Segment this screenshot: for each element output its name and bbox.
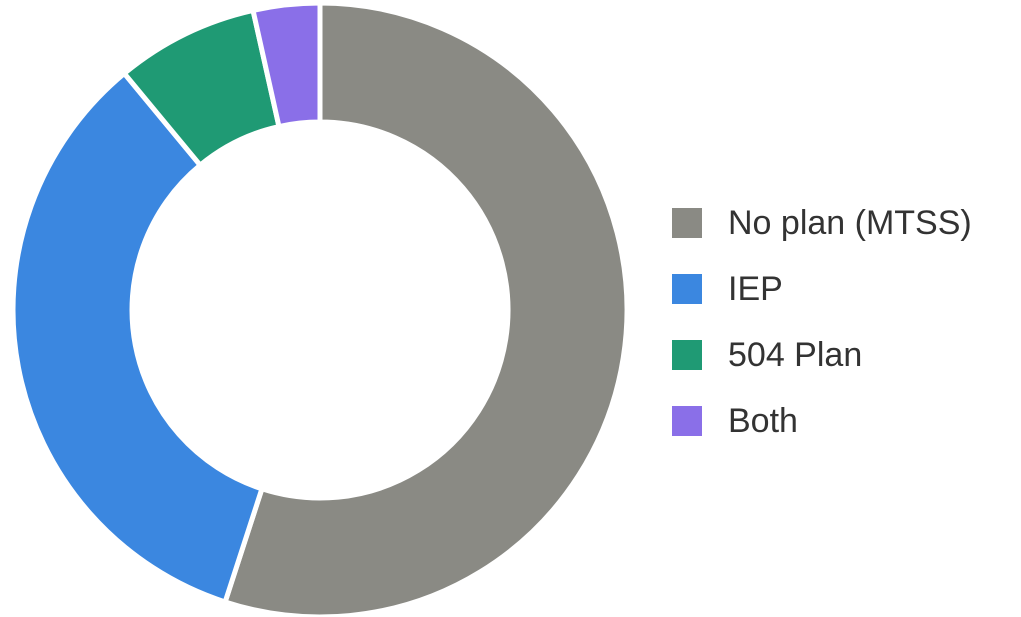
donut-slice-both [250,0,323,130]
donut-plot-area [10,0,627,617]
legend-label-no-plan: No plan (MTSS) [728,204,972,242]
legend-swatch-iep [672,274,702,304]
legend-label-iep: IEP [728,270,783,308]
legend-item-iep: IEP [672,256,1012,322]
legend-label-504-plan: 504 Plan [728,336,863,374]
chart-legend: No plan (MTSS) IEP 504 Plan Both [672,190,1012,454]
legend-item-no-plan: No plan (MTSS) [672,190,1012,256]
legend-item-504-plan: 504 Plan [672,322,1012,388]
donut-slice-iep [10,70,265,605]
legend-swatch-504-plan [672,340,702,370]
legend-label-both: Both [728,402,798,440]
legend-swatch-both [672,406,702,436]
legend-swatch-no-plan [672,208,702,238]
legend-item-both: Both [672,388,1012,454]
